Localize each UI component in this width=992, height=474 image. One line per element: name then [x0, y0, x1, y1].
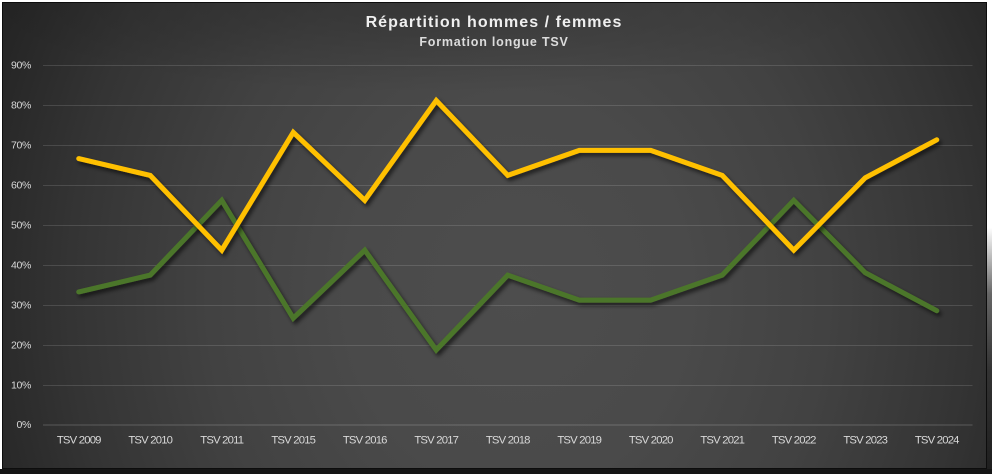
svg-text:TSV 2009: TSV 2009 — [57, 435, 101, 447]
svg-text:TSV 2019: TSV 2019 — [557, 435, 601, 447]
svg-text:TSV 2010: TSV 2010 — [128, 435, 172, 447]
svg-text:TSV 2023: TSV 2023 — [843, 435, 887, 447]
svg-text:TSV 2022: TSV 2022 — [772, 435, 816, 447]
svg-text:60%: 60% — [11, 180, 31, 192]
svg-text:TSV 2016: TSV 2016 — [343, 435, 387, 447]
svg-text:90%: 90% — [11, 60, 31, 72]
svg-text:TSV 2011: TSV 2011 — [200, 435, 244, 447]
svg-text:TSV 2020: TSV 2020 — [629, 435, 673, 447]
svg-text:40%: 40% — [11, 260, 31, 272]
svg-text:50%: 50% — [11, 220, 31, 232]
svg-text:TSV 2018: TSV 2018 — [486, 435, 530, 447]
svg-text:0%: 0% — [17, 419, 31, 431]
svg-text:TSV 2017: TSV 2017 — [414, 435, 458, 447]
svg-text:TSV 2021: TSV 2021 — [700, 435, 744, 447]
svg-text:80%: 80% — [11, 100, 31, 112]
svg-text:70%: 70% — [11, 140, 31, 152]
svg-text:TSV 2024: TSV 2024 — [915, 435, 959, 447]
svg-text:10%: 10% — [11, 380, 31, 392]
svg-text:20%: 20% — [11, 340, 31, 352]
svg-text:30%: 30% — [11, 300, 31, 312]
svg-text:TSV 2015: TSV 2015 — [271, 435, 315, 447]
